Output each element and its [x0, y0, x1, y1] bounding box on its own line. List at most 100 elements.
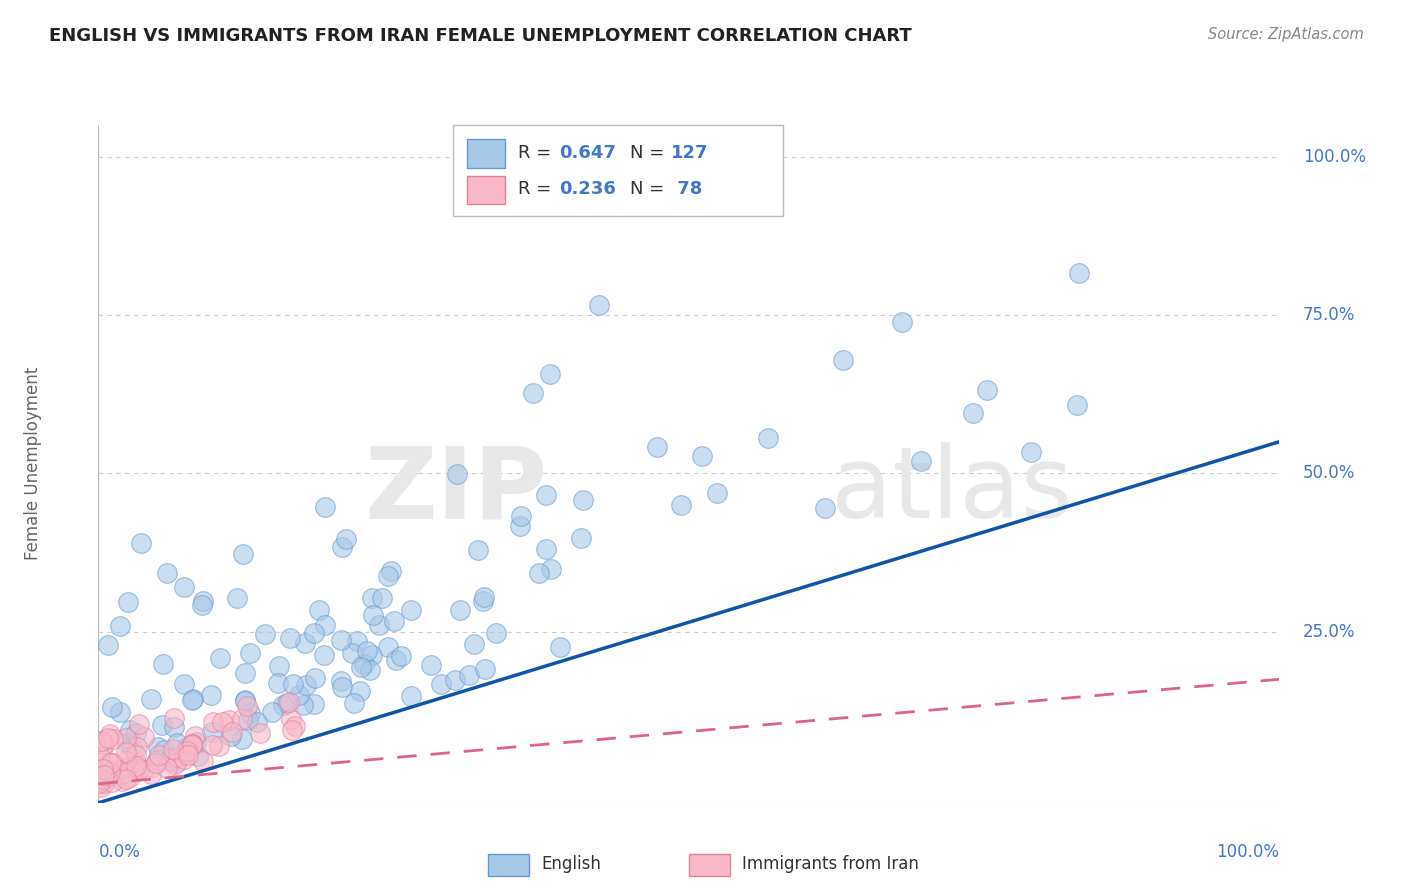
Point	[97, 763, 120, 777]
Point	[124, 748, 146, 763]
Point	[160, 754, 183, 768]
Point	[385, 653, 408, 667]
Point	[350, 660, 373, 674]
Point	[278, 695, 301, 709]
Point	[156, 566, 179, 580]
Point	[128, 762, 150, 776]
Point	[111, 773, 134, 788]
Point	[294, 636, 316, 650]
Point	[118, 723, 141, 738]
Point	[181, 692, 204, 706]
Point	[360, 648, 382, 662]
Point	[463, 637, 485, 651]
Point	[121, 739, 143, 754]
Point	[340, 646, 363, 660]
Point	[472, 591, 495, 605]
Point	[117, 736, 139, 750]
Point	[962, 405, 984, 419]
Point	[114, 766, 136, 780]
Point	[522, 385, 544, 400]
Point	[283, 677, 305, 691]
Point	[132, 764, 155, 778]
Point	[118, 759, 141, 773]
Point	[399, 690, 422, 704]
Point	[343, 696, 366, 710]
Point	[191, 754, 214, 768]
Point	[588, 298, 610, 312]
Point	[103, 756, 125, 770]
Point	[527, 566, 550, 581]
Point	[91, 772, 114, 786]
Text: 100.0%: 100.0%	[1303, 147, 1367, 166]
Point	[380, 564, 402, 578]
Point	[569, 531, 592, 545]
Point	[430, 677, 453, 691]
Point	[173, 752, 195, 766]
Point	[238, 713, 260, 727]
Point	[756, 431, 779, 445]
Text: 78: 78	[671, 180, 703, 198]
Point	[162, 742, 184, 756]
Point	[166, 755, 188, 769]
Point	[184, 729, 207, 743]
Point	[271, 698, 294, 712]
Point	[302, 697, 325, 711]
Point	[98, 727, 121, 741]
Point	[141, 692, 163, 706]
Point	[115, 745, 138, 759]
Point	[910, 454, 932, 468]
Point	[114, 731, 136, 746]
Point	[163, 720, 186, 734]
Point	[141, 760, 163, 774]
Text: Source: ZipAtlas.com: Source: ZipAtlas.com	[1208, 27, 1364, 42]
Point	[117, 595, 139, 609]
Point	[329, 674, 352, 689]
Point	[221, 729, 243, 743]
Point	[87, 776, 110, 790]
Point	[91, 734, 114, 748]
Point	[139, 767, 162, 781]
Point	[159, 751, 181, 765]
Text: 100.0%: 100.0%	[1216, 844, 1279, 862]
Point	[91, 762, 114, 776]
Point	[449, 603, 471, 617]
Point	[129, 535, 152, 549]
Text: 0.647: 0.647	[560, 145, 616, 162]
Point	[304, 626, 326, 640]
Point	[111, 761, 134, 775]
Point	[98, 756, 121, 771]
FancyBboxPatch shape	[453, 125, 783, 217]
Point	[124, 755, 146, 769]
Point	[221, 725, 243, 739]
Point	[509, 518, 531, 533]
Point	[184, 735, 207, 749]
Point	[166, 736, 188, 750]
Text: 25.0%: 25.0%	[1303, 623, 1355, 640]
Point	[276, 696, 298, 710]
Point	[181, 738, 204, 752]
FancyBboxPatch shape	[488, 854, 530, 876]
Point	[176, 744, 198, 758]
Point	[93, 776, 115, 790]
Text: 0.0%: 0.0%	[98, 844, 141, 862]
Text: 127: 127	[671, 145, 709, 162]
Point	[211, 714, 233, 729]
Point	[540, 562, 562, 576]
Point	[485, 626, 508, 640]
Point	[98, 764, 121, 779]
Point	[353, 657, 375, 671]
Point	[314, 500, 336, 515]
Point	[89, 768, 111, 782]
Point	[254, 626, 277, 640]
Point	[361, 608, 384, 623]
Point	[181, 737, 204, 751]
Point	[831, 353, 853, 368]
Point	[706, 485, 728, 500]
Text: ZIP: ZIP	[364, 442, 547, 540]
Point	[1069, 266, 1091, 280]
Point	[419, 657, 441, 672]
Point	[371, 591, 394, 605]
Point	[208, 739, 231, 753]
Point	[690, 449, 713, 463]
Point	[173, 677, 195, 691]
